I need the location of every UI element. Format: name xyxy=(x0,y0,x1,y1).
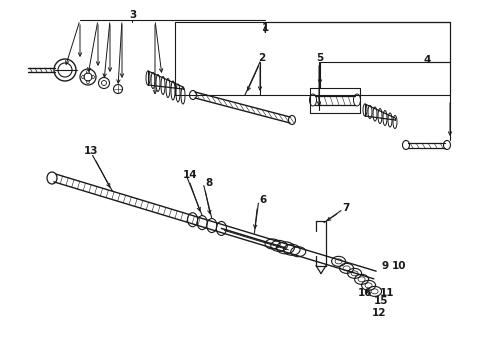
Text: 10: 10 xyxy=(392,261,406,271)
Text: 1: 1 xyxy=(261,23,269,33)
Text: 4: 4 xyxy=(423,55,431,65)
Text: 11: 11 xyxy=(379,288,394,298)
Text: 12: 12 xyxy=(371,309,386,318)
Text: 16: 16 xyxy=(357,288,372,298)
Text: 8: 8 xyxy=(205,177,213,188)
Text: 9: 9 xyxy=(381,261,388,271)
Text: 14: 14 xyxy=(183,170,197,180)
Text: 15: 15 xyxy=(373,296,388,306)
Text: 13: 13 xyxy=(83,147,98,157)
Text: 7: 7 xyxy=(343,203,350,213)
Text: 3: 3 xyxy=(129,10,137,20)
Text: 2: 2 xyxy=(258,53,266,63)
Text: 6: 6 xyxy=(260,195,267,205)
Text: 5: 5 xyxy=(317,53,323,63)
